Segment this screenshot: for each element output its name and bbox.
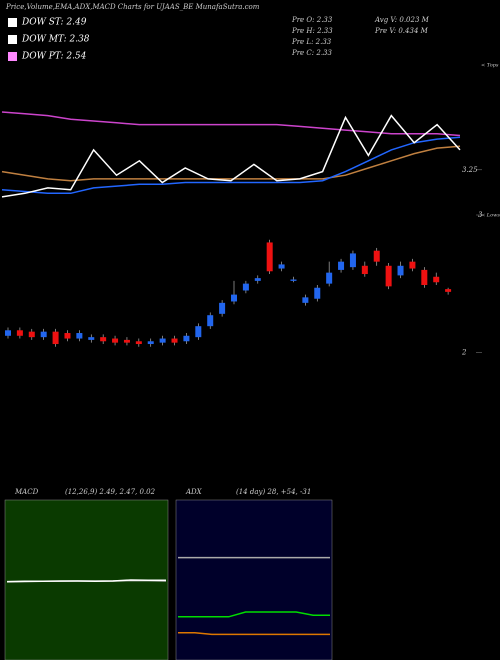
legend-swatch	[8, 52, 17, 61]
candle-body	[195, 326, 202, 338]
candle-body	[254, 278, 261, 281]
candle-body	[290, 279, 297, 281]
candle-body	[373, 250, 380, 262]
candle-body	[207, 315, 214, 327]
volume-stat: Avg V: 0.023 M	[374, 16, 430, 24]
series-line	[1, 114, 461, 198]
candle-body	[40, 331, 47, 338]
series-line	[1, 111, 461, 137]
series-line	[1, 145, 461, 182]
candle-body	[135, 341, 142, 345]
candle-body	[445, 289, 452, 292]
candle-body	[100, 337, 107, 342]
candle-body	[338, 261, 345, 270]
series-line	[178, 611, 330, 618]
candle-body	[409, 261, 416, 269]
candle-body	[147, 341, 154, 345]
candle-body	[159, 338, 166, 343]
panel-title: ADX	[185, 488, 203, 496]
candle-body	[88, 337, 95, 340]
candle-body	[361, 265, 368, 275]
price-stat: Pre C: 2.33	[291, 49, 332, 57]
candle-body	[123, 339, 130, 343]
y-tick-label: 2	[461, 348, 467, 356]
panel-annotation: < Tops	[481, 63, 499, 69]
price-stat: Pre O: 2.33	[291, 16, 333, 24]
price-stat: Pre L: 2.33	[291, 38, 332, 46]
candle-body	[302, 297, 309, 303]
series-line	[6, 579, 166, 583]
candle-body	[183, 335, 190, 342]
candle-body	[349, 253, 356, 268]
candle-body	[171, 338, 178, 343]
panel-title: MACD	[14, 488, 39, 496]
y-tick-label: 3	[478, 211, 483, 219]
legend-label: DOW MT: 2.38	[21, 35, 90, 45]
candle-body	[266, 242, 273, 272]
candle-body	[5, 330, 11, 336]
price-stat: Pre H: 2.33	[291, 27, 333, 35]
panel-background	[175, 499, 333, 660]
series-line	[178, 632, 330, 636]
legend-label: DOW ST: 2.49	[21, 18, 87, 28]
volume-stat: Pre V: 0.434 M	[374, 27, 429, 35]
candle-body	[314, 287, 321, 299]
candle-body	[326, 272, 333, 284]
candle-body	[76, 333, 83, 339]
page-title: Price,Volume,EMA,ADX,MACD Charts for UJA…	[5, 3, 260, 11]
candle-body	[385, 265, 392, 287]
series-line	[1, 136, 461, 195]
panel-subtitle: (12,26,9) 2.49, 2.47, 0.02	[65, 488, 156, 496]
candle-body	[52, 331, 59, 345]
candle-body	[112, 338, 119, 343]
candle-body	[421, 269, 428, 285]
candle-body	[64, 333, 71, 339]
legend-swatch	[8, 35, 17, 44]
panel-annotation: < Lows	[481, 213, 500, 219]
candle-body	[278, 264, 285, 269]
candle-body	[16, 330, 23, 336]
candle-body	[242, 283, 249, 291]
candle-body	[219, 302, 226, 314]
candle-body	[28, 331, 35, 338]
candle-body	[397, 265, 404, 276]
legend-label: DOW PT: 2.54	[21, 52, 87, 62]
legend-swatch	[8, 18, 17, 27]
panel-subtitle: (14 day) 28, +54, -31	[236, 488, 311, 496]
candle-body	[433, 276, 440, 283]
y-tick-label: 3.25	[462, 166, 478, 174]
candle-body	[231, 294, 237, 302]
